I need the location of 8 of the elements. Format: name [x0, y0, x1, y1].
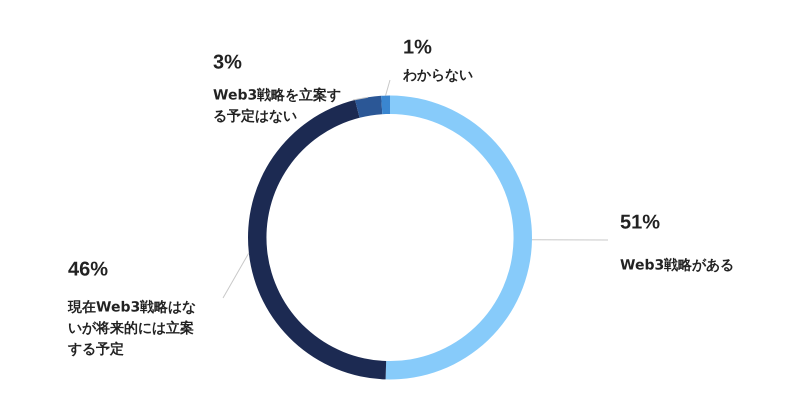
data-label: 1%: [403, 36, 432, 59]
data-label: 51%: [620, 212, 660, 234]
data-label: 46%: [68, 258, 108, 281]
slice-label: わからない: [402, 68, 473, 84]
slice-label: 現在Web3戦略はないが将来的には立案する予定: [67, 300, 196, 358]
slice-label: Web3戦略がある: [620, 258, 734, 274]
data-label: 3%: [213, 52, 242, 74]
slice-label: Web3戦略を立案する予定はない: [213, 86, 342, 125]
